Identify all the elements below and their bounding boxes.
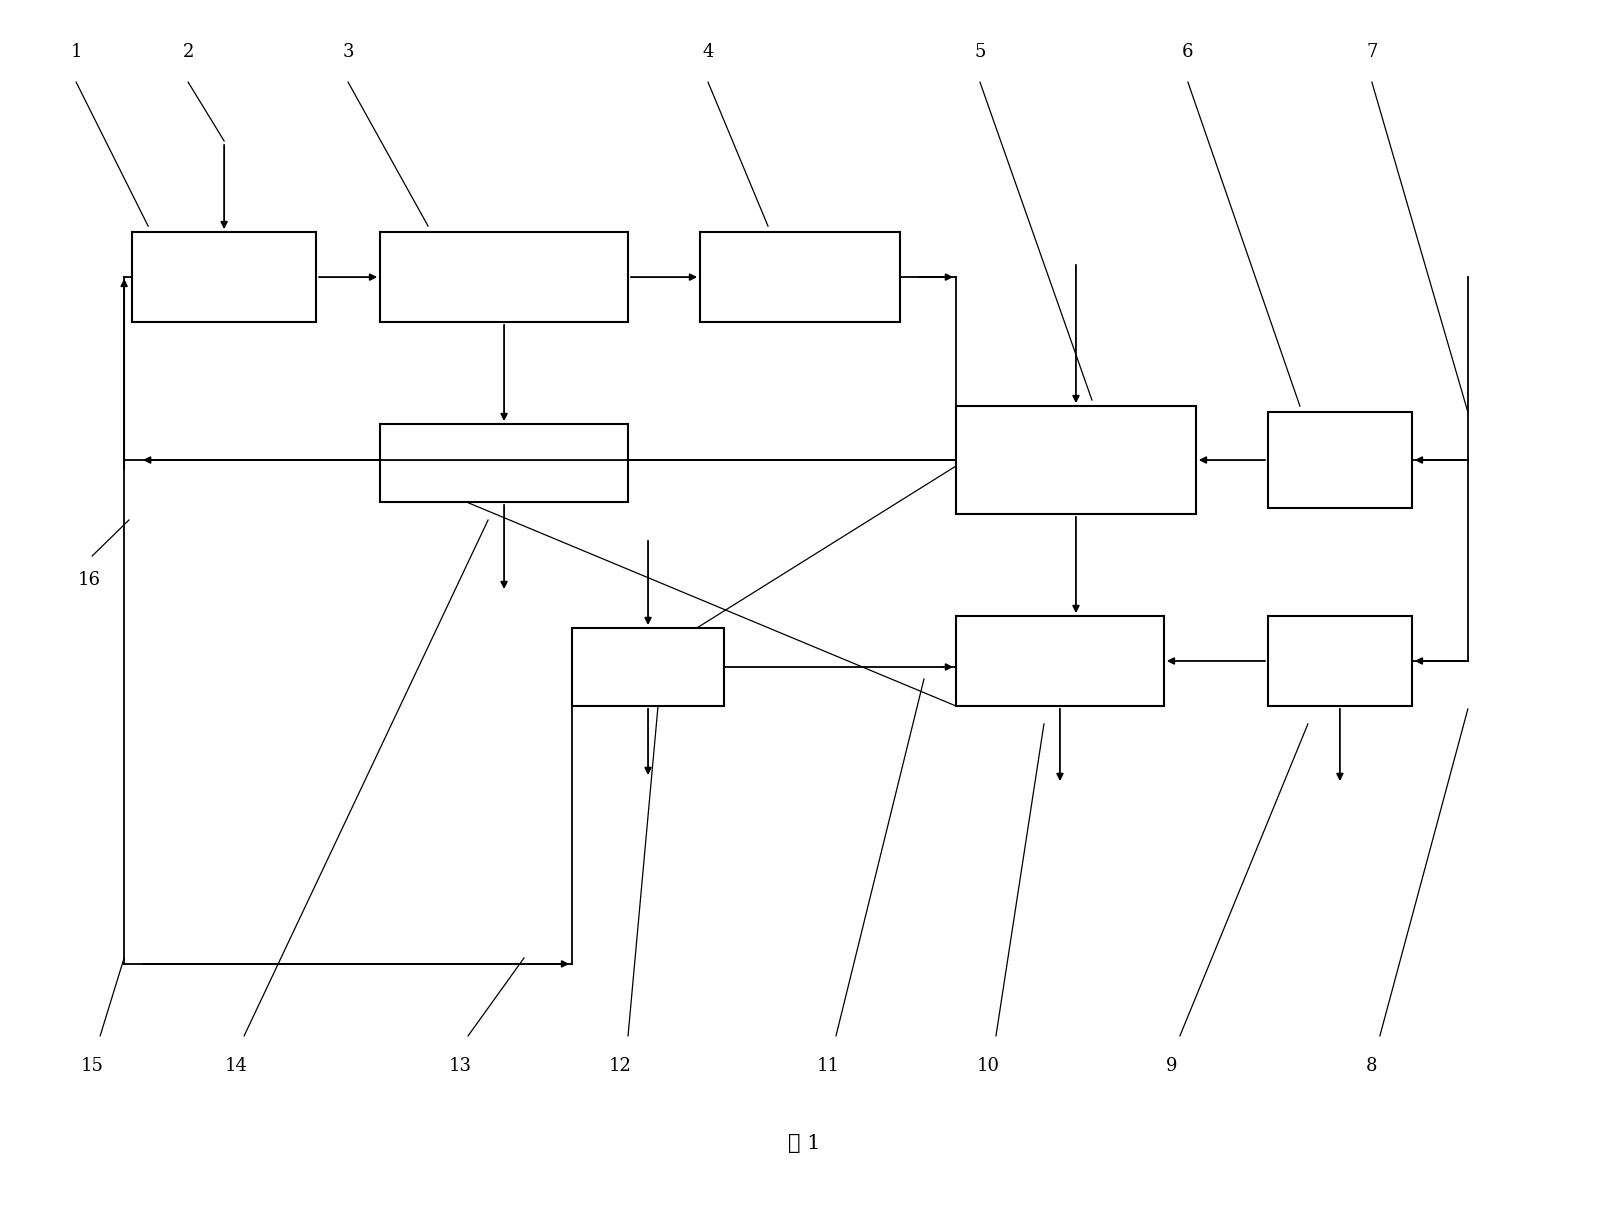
- Text: 2: 2: [182, 43, 194, 62]
- Text: 3: 3: [342, 43, 354, 62]
- Bar: [379, 232, 628, 323]
- Text: 13: 13: [448, 1057, 471, 1075]
- Bar: [1266, 616, 1411, 705]
- Text: 11: 11: [816, 1057, 839, 1075]
- Bar: [132, 232, 317, 323]
- Text: 16: 16: [77, 571, 100, 590]
- Bar: [699, 232, 900, 323]
- Text: 1: 1: [71, 43, 82, 62]
- Bar: [956, 406, 1196, 515]
- Text: 9: 9: [1165, 1057, 1176, 1075]
- Text: 10: 10: [975, 1057, 1000, 1075]
- Text: 8: 8: [1366, 1057, 1377, 1075]
- Text: 14: 14: [225, 1057, 247, 1075]
- Bar: [572, 628, 723, 705]
- Bar: [379, 424, 628, 503]
- Text: 5: 5: [974, 43, 985, 62]
- Text: 4: 4: [702, 43, 714, 62]
- Text: 7: 7: [1366, 43, 1377, 62]
- Bar: [1266, 412, 1411, 509]
- Text: 15: 15: [80, 1057, 103, 1075]
- Text: 12: 12: [607, 1057, 632, 1075]
- Text: 6: 6: [1181, 43, 1192, 62]
- Text: 图 1: 图 1: [787, 1134, 820, 1154]
- Bar: [956, 616, 1163, 705]
